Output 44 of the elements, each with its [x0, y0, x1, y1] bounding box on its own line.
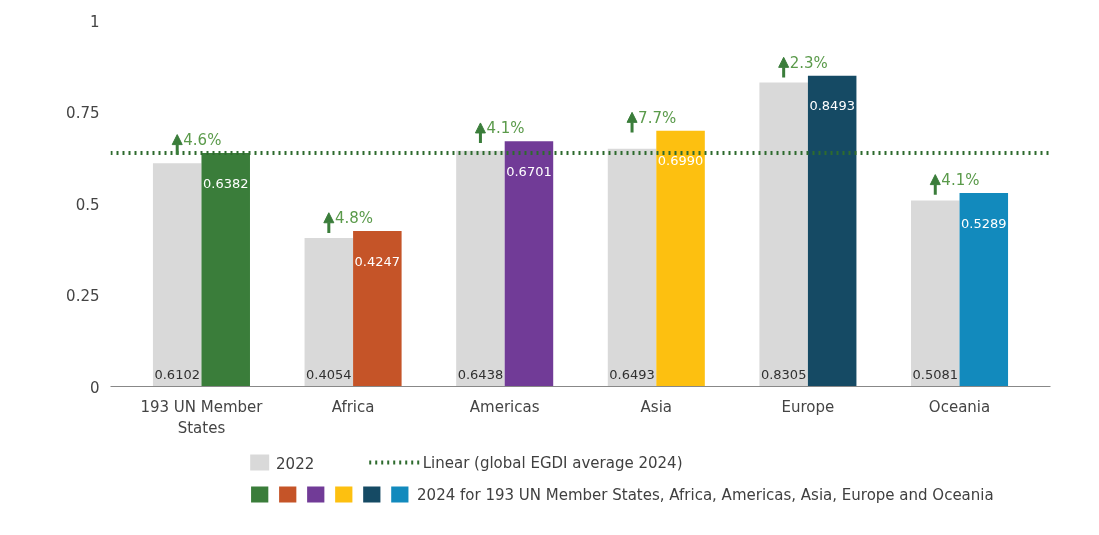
data-label: 0.8493: [809, 98, 855, 114]
bar: [304, 238, 354, 387]
y-tick-label: 1: [89, 12, 100, 31]
bar: [959, 192, 1009, 387]
data-label: 0.8305: [760, 367, 807, 383]
data-label: 0.5289: [961, 215, 1007, 231]
data-label: 0.4247: [354, 253, 401, 269]
x-tick-label: Asia: [640, 397, 673, 416]
data-label: 0.6990: [657, 153, 704, 169]
annotation: 2.3%: [789, 53, 828, 72]
data-label: 0.6382: [202, 175, 249, 191]
annotation: 4.1%: [486, 119, 525, 138]
data-label: 0.5081: [912, 367, 959, 383]
legend-label: Linear (global EGDI average 2024): [422, 453, 683, 472]
data-label: 0.6438: [457, 367, 504, 383]
legend-label: 2022: [276, 454, 315, 473]
data-label: 0.6102: [154, 367, 200, 383]
data-label: 0.4054: [306, 367, 352, 383]
bar: [607, 148, 657, 387]
annotation: 4.8%: [334, 209, 373, 228]
bar: [656, 130, 705, 387]
y-tick-label: 0: [89, 378, 100, 397]
x-tick-label: Americas: [469, 397, 540, 416]
annotation: 7.7%: [638, 108, 677, 127]
bar: [759, 82, 808, 387]
bar: [911, 200, 960, 387]
bar: [353, 231, 402, 387]
y-tick-label: 0.75: [66, 104, 100, 122]
annotation: 4.1%: [941, 171, 980, 190]
data-label: 0.6493: [609, 367, 655, 383]
data-label: 0.6701: [506, 163, 552, 179]
x-tick-label: Africa: [331, 397, 375, 416]
x-tick-label: 193 UN Member States: [140, 397, 264, 438]
bar: [456, 150, 505, 387]
bar: [152, 163, 202, 387]
bar: [504, 141, 554, 387]
y-tick-label: 0.25: [66, 287, 100, 305]
annotation: 4.6%: [183, 131, 222, 150]
x-tick-label: Oceania: [928, 397, 991, 416]
legend-label: 2024 for 193 UN Member States, Africa, Americas, Asia, Europe and Oceania: [417, 485, 994, 504]
bar: [807, 75, 857, 387]
y-tick-label: 0.5: [75, 195, 100, 214]
bar: [201, 152, 250, 387]
x-tick-label: Europe: [781, 397, 835, 416]
